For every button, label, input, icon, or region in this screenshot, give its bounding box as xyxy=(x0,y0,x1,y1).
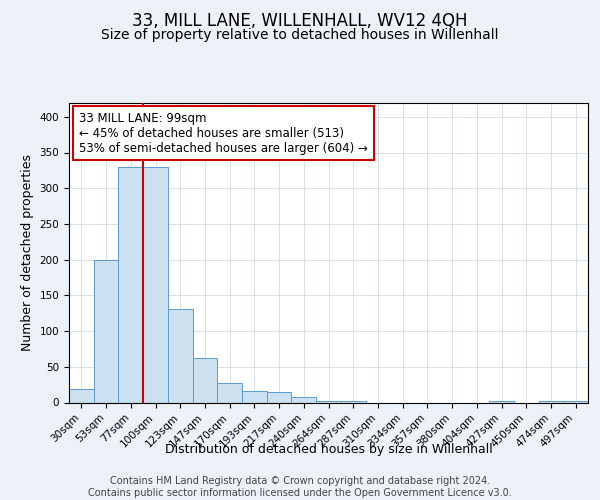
Text: Distribution of detached houses by size in Willenhall: Distribution of detached houses by size … xyxy=(165,442,493,456)
Bar xyxy=(118,167,143,402)
Bar xyxy=(193,358,217,403)
Bar xyxy=(489,401,514,402)
Text: 33, MILL LANE, WILLENHALL, WV12 4QH: 33, MILL LANE, WILLENHALL, WV12 4QH xyxy=(132,12,468,30)
Bar xyxy=(69,389,94,402)
Bar xyxy=(168,309,193,402)
Text: Size of property relative to detached houses in Willenhall: Size of property relative to detached ho… xyxy=(101,28,499,42)
Bar xyxy=(143,167,168,402)
Bar xyxy=(267,392,292,402)
Y-axis label: Number of detached properties: Number of detached properties xyxy=(21,154,34,351)
Bar xyxy=(563,401,588,402)
Bar xyxy=(341,401,365,402)
Bar xyxy=(292,397,316,402)
Text: 33 MILL LANE: 99sqm
← 45% of detached houses are smaller (513)
53% of semi-detac: 33 MILL LANE: 99sqm ← 45% of detached ho… xyxy=(79,112,368,154)
Bar xyxy=(94,260,118,402)
Bar xyxy=(539,401,563,402)
Text: Contains HM Land Registry data © Crown copyright and database right 2024.
Contai: Contains HM Land Registry data © Crown c… xyxy=(88,476,512,498)
Bar xyxy=(217,383,242,402)
Bar xyxy=(316,401,341,402)
Bar xyxy=(242,391,267,402)
